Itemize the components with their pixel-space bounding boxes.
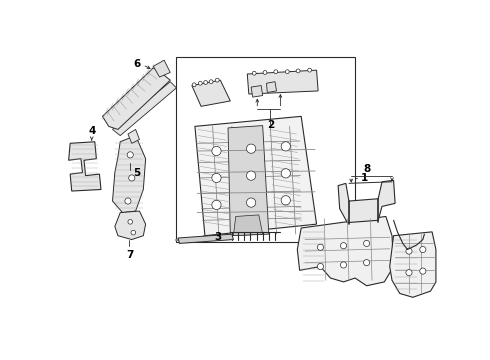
Text: 2: 2 [267, 120, 274, 130]
Circle shape [131, 230, 136, 235]
Polygon shape [69, 142, 101, 191]
Circle shape [192, 83, 196, 87]
Polygon shape [247, 70, 318, 94]
Circle shape [420, 247, 426, 253]
Polygon shape [297, 216, 393, 286]
Text: 4: 4 [88, 126, 96, 136]
Circle shape [212, 200, 221, 210]
Polygon shape [178, 234, 233, 243]
Circle shape [296, 69, 300, 73]
Circle shape [215, 78, 219, 82]
Polygon shape [102, 68, 171, 130]
Polygon shape [192, 80, 230, 106]
Circle shape [212, 173, 221, 183]
Polygon shape [251, 86, 263, 97]
Circle shape [246, 144, 256, 153]
Polygon shape [390, 232, 436, 297]
Text: 5: 5 [133, 167, 141, 177]
Circle shape [128, 220, 132, 224]
Circle shape [246, 171, 256, 180]
Circle shape [263, 71, 267, 75]
Text: 8: 8 [363, 164, 370, 174]
Polygon shape [195, 116, 317, 236]
Polygon shape [115, 211, 146, 239]
Polygon shape [233, 215, 263, 236]
Polygon shape [128, 130, 140, 143]
Polygon shape [113, 136, 146, 213]
Text: 7: 7 [126, 249, 133, 260]
Circle shape [318, 244, 323, 250]
Circle shape [246, 198, 256, 207]
Circle shape [127, 152, 133, 158]
Text: 6: 6 [134, 59, 141, 69]
Circle shape [129, 175, 135, 181]
Circle shape [318, 264, 323, 270]
Circle shape [406, 248, 412, 254]
Circle shape [252, 71, 256, 75]
Text: 1: 1 [361, 173, 368, 183]
Circle shape [364, 240, 369, 247]
Circle shape [125, 198, 131, 204]
Polygon shape [267, 82, 276, 93]
Circle shape [281, 142, 291, 151]
Circle shape [281, 169, 291, 178]
Polygon shape [153, 60, 171, 77]
Circle shape [209, 80, 213, 84]
Circle shape [285, 70, 289, 73]
Circle shape [308, 68, 312, 72]
Circle shape [198, 81, 202, 85]
Circle shape [204, 81, 208, 84]
Bar [176, 57, 355, 242]
Text: 3: 3 [214, 232, 221, 242]
Polygon shape [338, 180, 395, 222]
Circle shape [341, 262, 346, 268]
Circle shape [274, 70, 278, 73]
Circle shape [406, 270, 412, 276]
Circle shape [341, 243, 346, 249]
Circle shape [212, 147, 221, 156]
Circle shape [420, 268, 426, 274]
Circle shape [281, 195, 291, 205]
Polygon shape [228, 126, 269, 236]
Circle shape [364, 260, 369, 266]
Polygon shape [113, 82, 176, 136]
